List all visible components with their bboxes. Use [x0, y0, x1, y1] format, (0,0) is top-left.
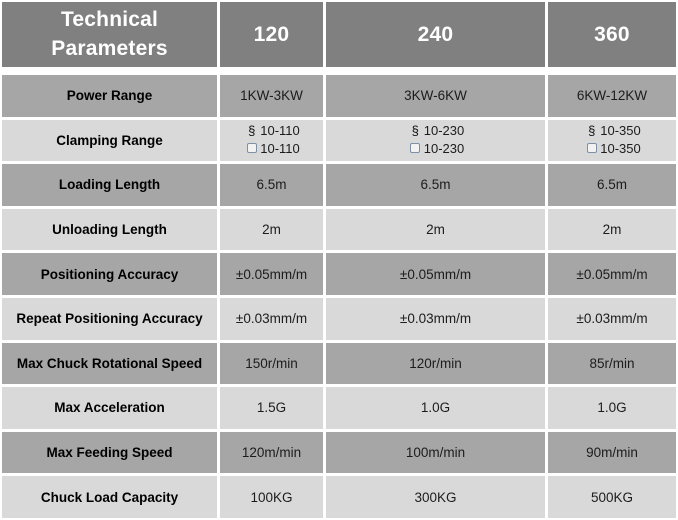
round-tube-range: 10-350 [600, 123, 641, 139]
round-tube-icon: § [248, 123, 256, 139]
value-cell: 6.5m [548, 164, 676, 206]
value-cell: 6KW-12KW [548, 75, 676, 117]
row-label: Max Chuck Rotational Speed [2, 342, 217, 385]
value-cell: 500KG [548, 476, 676, 518]
square-tube-line: 10-230 [407, 140, 464, 158]
round-tube-icon: § [411, 123, 419, 139]
round-tube-line: § 10-350 [583, 122, 641, 140]
square-tube-line: 10-350 [583, 140, 641, 158]
value-cell: ±0.03mm/m [326, 297, 545, 340]
value-cell: 2m [220, 208, 323, 251]
value-cell: ±0.03mm/m [548, 297, 676, 340]
clamping-values: § 10-350 10-350 [583, 122, 641, 158]
table-row-max-acceleration: Max Acceleration 1.5G 1.0G 1.0G [2, 387, 676, 429]
square-tube-range: 10-230 [423, 141, 465, 157]
model-120-label: 120 [253, 22, 290, 46]
round-tube-line: § 10-230 [407, 122, 465, 140]
value-cell: § 10-110 10-110 [220, 119, 323, 162]
clamping-values: § 10-230 10-230 [407, 122, 464, 158]
value-cell: § 10-350 10-350 [548, 119, 676, 162]
round-tube-icon: § [588, 123, 596, 139]
column-header-120: 120 [220, 2, 323, 67]
row-label: Chuck Load Capacity [2, 476, 217, 518]
header-row: Technical Parameters 120 240 360 [2, 2, 676, 67]
table-row-positioning-accuracy: Positioning Accuracy ±0.05mm/m ±0.05mm/m… [2, 253, 676, 295]
row-label: Max Feeding Speed [2, 431, 217, 474]
table-row-max-feeding-speed: Max Feeding Speed 120m/min 100m/min 90m/… [2, 431, 676, 474]
clamping-values: § 10-110 10-110 [243, 122, 300, 158]
square-tube-line: 10-110 [243, 140, 300, 158]
row-label: Loading Length [2, 164, 217, 206]
column-header-240: 240 [326, 2, 545, 67]
value-cell: 100KG [220, 476, 323, 518]
value-cell: 85r/min [548, 342, 676, 385]
value-cell: 2m [548, 208, 676, 251]
value-cell: 6.5m [326, 164, 545, 206]
value-cell: 2m [326, 208, 545, 251]
value-cell: ±0.05mm/m [326, 253, 545, 295]
table-title-cell: Technical Parameters [2, 2, 217, 67]
square-tube-icon [586, 143, 597, 154]
table-row-power-range: Power Range 1KW-3KW 3KW-6KW 6KW-12KW [2, 75, 676, 117]
round-tube-range: 10-230 [423, 123, 465, 139]
value-cell: 6.5m [220, 164, 323, 206]
table-row-clamping-range: Clamping Range § 10-110 10-110 § 10-230 10… [2, 119, 676, 162]
model-360-label: 360 [594, 22, 630, 46]
value-cell: 300KG [326, 476, 545, 518]
round-tube-range: 10-110 [260, 123, 300, 139]
value-cell: ±0.05mm/m [548, 253, 676, 295]
value-cell: 150r/min [220, 342, 323, 385]
value-cell: 1.0G [326, 387, 545, 429]
row-label: Clamping Range [2, 119, 217, 162]
square-tube-icon [246, 143, 257, 154]
column-header-360: 360 [548, 2, 676, 67]
value-cell: 120r/min [326, 342, 545, 385]
value-cell: ±0.05mm/m [220, 253, 323, 295]
square-tube-icon [410, 143, 421, 154]
value-cell: 100m/min [326, 431, 545, 474]
row-label: Power Range [2, 75, 217, 117]
row-label: Unloading Length [2, 208, 217, 251]
table-row-unloading-length: Unloading Length 2m 2m 2m [2, 208, 676, 251]
square-tube-range: 10-350 [600, 141, 641, 157]
table-row-loading-length: Loading Length 6.5m 6.5m 6.5m [2, 164, 676, 206]
table-row-repeat-positioning-accuracy: Repeat Positioning Accuracy ±0.03mm/m ±0… [2, 297, 676, 340]
row-label: Max Acceleration [2, 387, 217, 429]
value-cell: 3KW-6KW [326, 75, 545, 117]
value-cell: ±0.03mm/m [220, 297, 323, 340]
value-cell: 1KW-3KW [220, 75, 323, 117]
square-tube-range: 10-110 [260, 141, 300, 157]
value-cell: 1.0G [548, 387, 676, 429]
row-label: Positioning Accuracy [2, 253, 217, 295]
value-cell: 90m/min [548, 431, 676, 474]
model-240-label: 240 [417, 22, 454, 46]
table-row-max-chuck-rotational-speed: Max Chuck Rotational Speed 150r/min 120r… [2, 342, 676, 385]
row-label: Repeat Positioning Accuracy [2, 297, 217, 340]
value-cell: 1.5G [220, 387, 323, 429]
table-row-chuck-load-capacity: Chuck Load Capacity 100KG 300KG 500KG [2, 476, 676, 518]
table-title: Technical Parameters [51, 8, 168, 60]
value-cell: § 10-230 10-230 [326, 119, 545, 162]
round-tube-line: § 10-110 [243, 122, 300, 140]
value-cell: 120m/min [220, 431, 323, 474]
